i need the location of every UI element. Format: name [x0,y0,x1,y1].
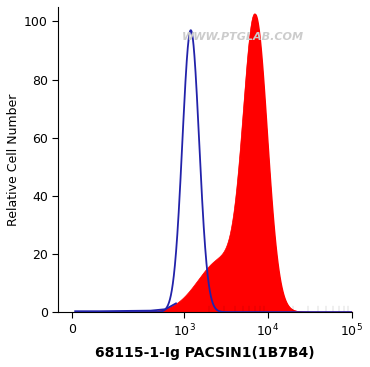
X-axis label: 68115-1-Ig PACSIN1(1B7B4): 68115-1-Ig PACSIN1(1B7B4) [95,346,315,360]
Y-axis label: Relative Cell Number: Relative Cell Number [7,93,20,226]
Text: WWW.PTGLAB.COM: WWW.PTGLAB.COM [182,32,304,43]
